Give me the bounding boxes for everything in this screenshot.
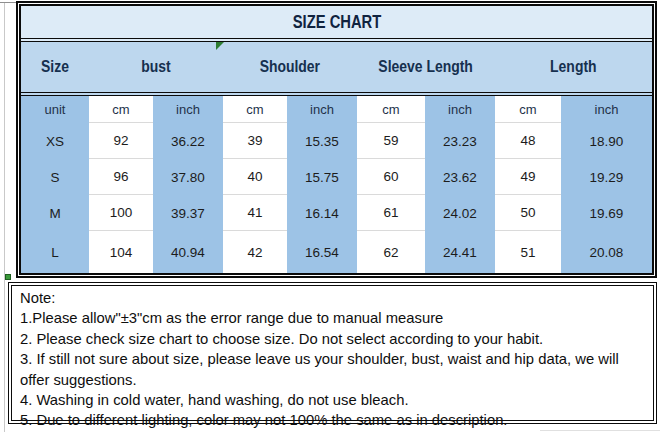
note-item-1: 1.Please allow"±3"cm as the error range … xyxy=(20,308,645,328)
table-cell: 60 xyxy=(357,159,425,195)
note-item-4: 4. Washing in cold water, hand washing, … xyxy=(20,390,645,410)
size-chart-image: SIZE CHART Size bust Shoulder Sleeve Len… xyxy=(0,0,660,435)
column-header-size: Size xyxy=(21,42,89,96)
table-cell: 40.94 xyxy=(153,231,223,273)
table-cell: 62 xyxy=(357,231,425,273)
table-title: SIZE CHART xyxy=(21,6,652,42)
spreadsheet-gridline-top-tick xyxy=(0,2,16,3)
table-cell: 15.75 xyxy=(287,159,357,195)
table-cell: 100 xyxy=(89,195,153,231)
table-cell: 48 xyxy=(495,123,561,159)
table-cell: 24.02 xyxy=(425,195,495,231)
column-header-sleeve-length: Sleeve Length xyxy=(357,42,495,96)
unit-cell: unit xyxy=(21,96,89,123)
table-cell: 23.23 xyxy=(425,123,495,159)
table-title-text: SIZE CHART xyxy=(292,12,381,33)
unit-cell: inch xyxy=(561,96,652,123)
table-cell: 16.14 xyxy=(287,195,357,231)
unit-cell: cm xyxy=(89,96,153,123)
table-cell: 37.80 xyxy=(153,159,223,195)
green-selection-handle-icon xyxy=(5,274,11,280)
unit-cell: inch xyxy=(425,96,495,123)
unit-cell: cm xyxy=(357,96,425,123)
green-comment-triangle-icon xyxy=(216,42,224,50)
table-cell: 36.22 xyxy=(153,123,223,159)
table-cell: 18.90 xyxy=(561,123,652,159)
table-cell: 104 xyxy=(89,231,153,273)
size-label-xs: XS xyxy=(21,123,89,159)
column-header-length: Length xyxy=(495,42,652,96)
table-cell: 16.54 xyxy=(287,231,357,273)
table-cell: 50 xyxy=(495,195,561,231)
table-cell: 39 xyxy=(223,123,287,159)
table-cell: 23.62 xyxy=(425,159,495,195)
table-cell: 92 xyxy=(89,123,153,159)
table-cell: 15.35 xyxy=(287,123,357,159)
table-cell: 19.69 xyxy=(561,195,652,231)
table-cell: 59 xyxy=(357,123,425,159)
unit-cell: cm xyxy=(223,96,287,123)
notes-box: Note: 1.Please allow"±3"cm as the error … xyxy=(8,282,657,424)
table-cell: 24.41 xyxy=(425,231,495,273)
table-cell: 42 xyxy=(223,231,287,273)
table-cell: 51 xyxy=(495,231,561,273)
unit-cell: inch xyxy=(153,96,223,123)
table-cell: 20.08 xyxy=(561,231,652,273)
note-item-3: 3. If still not sure about size, please … xyxy=(20,349,645,390)
table-cell: 39.37 xyxy=(153,195,223,231)
table-cell: 49 xyxy=(495,159,561,195)
size-label-m: M xyxy=(21,195,89,231)
size-chart-table: SIZE CHART Size bust Shoulder Sleeve Len… xyxy=(16,1,657,278)
column-header-shoulder: Shoulder xyxy=(223,42,357,96)
size-label-l: L xyxy=(21,231,89,273)
spreadsheet-gridline-vertical xyxy=(4,2,5,432)
column-header-bust: bust xyxy=(89,42,223,96)
table-cell: 19.29 xyxy=(561,159,652,195)
table-cell: 96 xyxy=(89,159,153,195)
notes-heading: Note: xyxy=(20,288,645,308)
table-cell: 41 xyxy=(223,195,287,231)
unit-cell: inch xyxy=(287,96,357,123)
size-label-s: S xyxy=(21,159,89,195)
note-item-2: 2. Please check size chart to choose siz… xyxy=(20,329,645,349)
table-cell: 40 xyxy=(223,159,287,195)
note-item-5: 5. Due to different lighting, color may … xyxy=(20,410,645,430)
unit-cell: cm xyxy=(495,96,561,123)
table-cell: 61 xyxy=(357,195,425,231)
